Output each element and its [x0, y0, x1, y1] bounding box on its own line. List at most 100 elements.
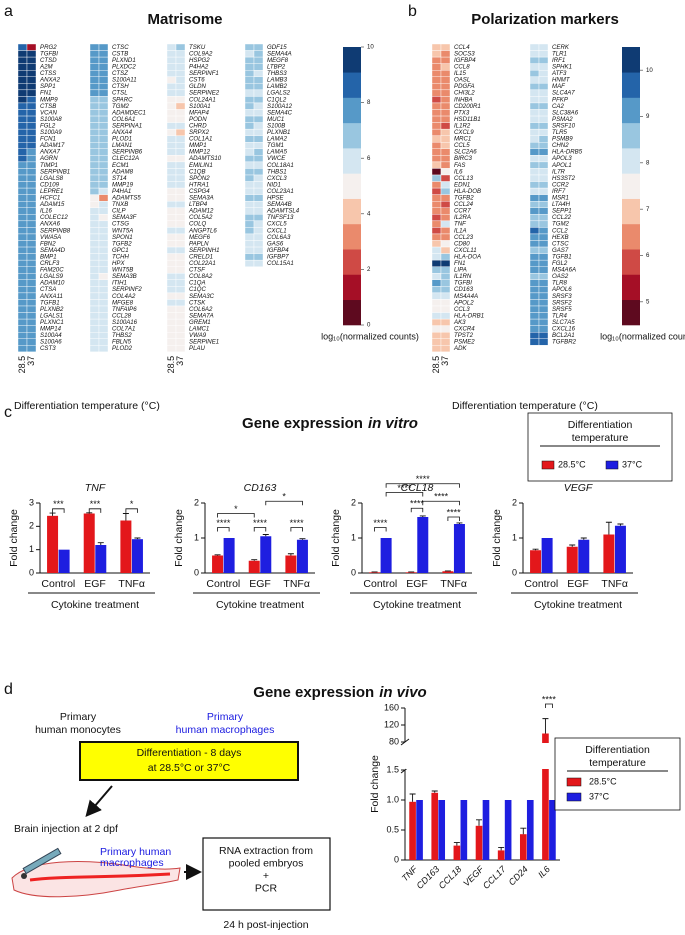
heatmap-cell: [529, 174, 540, 182]
heatmap-cell: [538, 240, 549, 248]
title-text: Gene expression: [253, 684, 374, 701]
gene-label: LEPRE1: [40, 188, 63, 195]
legend-title: temperature: [589, 757, 646, 769]
heatmap-cell: [98, 305, 109, 313]
gene-label: MMP9: [40, 96, 58, 103]
diagram-text: RNA extraction from: [219, 845, 313, 857]
heatmap-cell: [26, 233, 37, 241]
chart-title: CCL18: [401, 482, 434, 494]
gene-label: SERPINA1: [112, 122, 142, 129]
heatmap-cell: [175, 207, 186, 215]
heatmap-cell: [440, 63, 451, 71]
heatmap-cell: [175, 109, 186, 117]
heatmap-cell: [98, 332, 109, 339]
bar: [285, 555, 297, 573]
heatmap-cell: [17, 102, 28, 110]
gene-label: TLR8: [552, 280, 568, 287]
heatmap-cell: [244, 155, 255, 163]
heatmap-cell: [166, 174, 177, 182]
gene-label: ADAM15: [39, 201, 65, 208]
heatmap-cell: [26, 312, 37, 320]
heatmap-cell: [431, 345, 442, 353]
gene-label: SEMA3C: [189, 293, 215, 300]
heatmap-cell: [17, 56, 28, 64]
gene-label: SERPINE2: [189, 90, 220, 97]
heatmap-cell: [98, 259, 109, 267]
gene-label: THBS3: [267, 70, 287, 77]
heatmap-cell: [26, 102, 37, 110]
heatmap-cell: [431, 259, 442, 267]
gene-label: LIPA: [454, 267, 467, 274]
gene-label: MMP19: [112, 181, 134, 188]
gene-label: CHN2: [552, 142, 569, 149]
heatmap-cell: [529, 279, 540, 287]
heatmap-cell: [529, 194, 540, 202]
error-bar: [617, 523, 624, 526]
heatmap-cell: [89, 227, 100, 235]
heatmap-cell: [166, 50, 177, 58]
gene-label: COL9A2: [189, 50, 213, 57]
colorbar-tick-label: 2: [367, 266, 371, 273]
heatmap-cell: [253, 76, 264, 84]
gene-label: HLA-DOA: [454, 253, 481, 260]
gene-label: ANGPTL6: [188, 227, 217, 234]
heatmap-cell: [431, 148, 442, 156]
gene-label: IGFBP4: [267, 247, 289, 254]
heatmap-cell: [538, 102, 549, 110]
gene-label: LAMB2: [267, 83, 288, 90]
gene-label: COL18A1: [267, 162, 294, 169]
heatmap-cell: [166, 96, 177, 104]
gene-label: ADAM12: [188, 208, 214, 215]
diagram-text: pooled embryos: [229, 857, 304, 869]
legend-swatch: [566, 792, 582, 802]
heatmap-cell: [26, 128, 37, 136]
heatmap-cell: [166, 168, 177, 176]
gene-label: PRG2: [40, 44, 57, 51]
gene-label: APOL2: [453, 299, 474, 306]
heatmap-cell: [538, 332, 549, 339]
heatmap-cell: [89, 214, 100, 222]
legend-swatch: [605, 460, 619, 470]
heatmap-cell: [166, 266, 177, 274]
heatmap-cell: [538, 155, 549, 163]
heatmap-cell: [538, 338, 549, 346]
heatmap-cell: [538, 83, 549, 91]
gene-label: COL6A3: [267, 234, 291, 241]
heatmap-cell: [244, 200, 255, 208]
heatmap-cell: [98, 253, 109, 261]
gene-label: CD163: [454, 286, 474, 293]
heatmap-cell: [98, 83, 109, 91]
heatmap-cell: [98, 181, 109, 189]
heatmap-cell: [98, 76, 109, 84]
gene-label: TLR1: [552, 50, 567, 57]
heatmap-cell: [440, 200, 451, 208]
gene-label: CTSL: [112, 90, 128, 97]
heatmap-cell: [98, 69, 109, 77]
heatmap-cell: [244, 135, 255, 143]
heatmap-cell: [253, 50, 264, 58]
colorbar-swatch: [343, 72, 361, 98]
heatmap-cell: [244, 148, 255, 156]
gene-label: LGALS9: [40, 273, 64, 280]
gene-label: HCFC1: [40, 195, 60, 202]
gene-label: ADK: [453, 345, 467, 352]
colorbar-label: log₁₀(normalized counts): [600, 331, 685, 341]
bar: [460, 800, 468, 860]
heatmap-cell: [440, 102, 451, 110]
gene-label: CHI3L2: [454, 90, 475, 97]
bar: [296, 539, 308, 573]
heatmap-cell: [244, 142, 255, 150]
heatmap-cell: [529, 43, 540, 51]
gene-label: IL1R2: [454, 122, 471, 129]
heatmap-cell: [17, 312, 28, 320]
gene-label: SRSF3: [552, 293, 572, 300]
gene-label: NID1: [267, 181, 281, 188]
significance-label: ****: [542, 694, 557, 704]
colorbar-swatch: [343, 173, 361, 199]
heatmap-cell: [26, 318, 37, 326]
gene-label: SRSF10: [552, 122, 576, 129]
heatmap-cell: [175, 69, 186, 77]
heatmap-cell: [538, 181, 549, 189]
gene-label: GLDN: [189, 83, 207, 90]
error-bar: [569, 544, 576, 547]
